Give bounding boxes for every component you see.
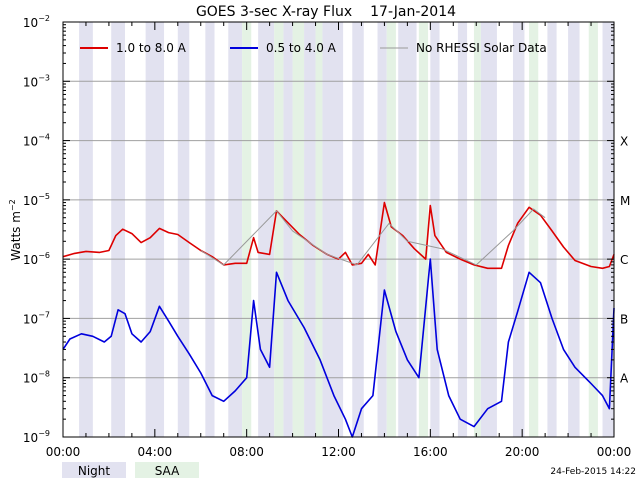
band-layer [79,22,614,437]
night-band [480,22,497,437]
saa-band [473,22,481,437]
saa-band [292,22,305,437]
night-band [111,22,125,437]
night-band [398,22,417,437]
night-band [283,22,293,437]
y-axis-label: Watts m−2 [8,199,23,260]
flare-class-label: C [620,253,628,267]
night-band [79,22,93,437]
y-tick-label: 10−7 [23,310,50,326]
legend-label: 1.0 to 8.0 A [116,41,187,55]
y-tick-label: 10−8 [23,370,50,386]
x-tick-label: 00:00 [46,445,81,459]
y-tick-label: 10−9 [23,429,50,445]
y-tick-label: 10−6 [23,251,50,267]
night-band [258,22,275,437]
bottom-legend-swatch [62,462,126,478]
x-tick-label: 16:00 [413,445,448,459]
night-band [568,22,580,437]
y-tick-label: 10−2 [23,14,50,30]
x-tick-label: 08:00 [229,445,264,459]
saa-band [315,22,323,437]
chart-title: GOES 3-sec X-ray Flux 17-Jan-2014 [196,4,456,20]
flare-class-label: A [620,372,629,386]
legend-label: 0.5 to 4.0 A [266,41,337,55]
axis-ticks: 10−210−310−410−510−610−710−810−900:00 04:… [23,14,631,459]
x-tick-label: 04:00 [138,445,173,459]
bottom-legend: Night SAA [62,462,199,478]
night-band [547,22,557,437]
x-tick-label: 00:00 [597,445,632,459]
series-layer [62,201,615,438]
bottom-legend-label: SAA [155,464,180,478]
y-tick-label: 10−3 [23,73,50,89]
night-band [352,22,364,437]
night-band [457,22,468,437]
night-band [228,22,243,437]
y-tick-label: 10−5 [23,192,50,208]
series-line-2 [200,208,546,266]
night-band [177,22,190,437]
saa-band [242,22,252,437]
series-line-1 [62,258,615,438]
saa-band [529,22,539,437]
legend: 1.0 to 8.0 A 0.5 to 4.0 A No RHESSI Solar … [80,41,547,55]
flare-class-label: M [620,194,630,208]
saa-band [386,22,396,437]
night-band [430,22,440,437]
night-band [304,22,316,437]
saa-band [588,22,598,437]
x-tick-label: 20:00 [505,445,540,459]
footer-timestamp: 24-Feb-2015 14:22 [550,467,636,477]
night-band [205,22,215,437]
legend-label: No RHESSI Solar Data [416,41,547,55]
saa-band [274,22,284,437]
x-tick-label: 12:00 [321,445,356,459]
night-band [602,22,614,437]
night-band [322,22,344,437]
flare-class-label: B [620,312,628,326]
night-band [512,22,525,437]
bottom-legend-swatch [135,462,199,478]
saa-band [418,22,429,437]
flare-class-label: X [620,135,628,149]
night-band [377,22,387,437]
y-tick-label: 10−4 [23,133,50,149]
bottom-legend-label: Night [78,464,111,478]
night-band [145,22,165,437]
